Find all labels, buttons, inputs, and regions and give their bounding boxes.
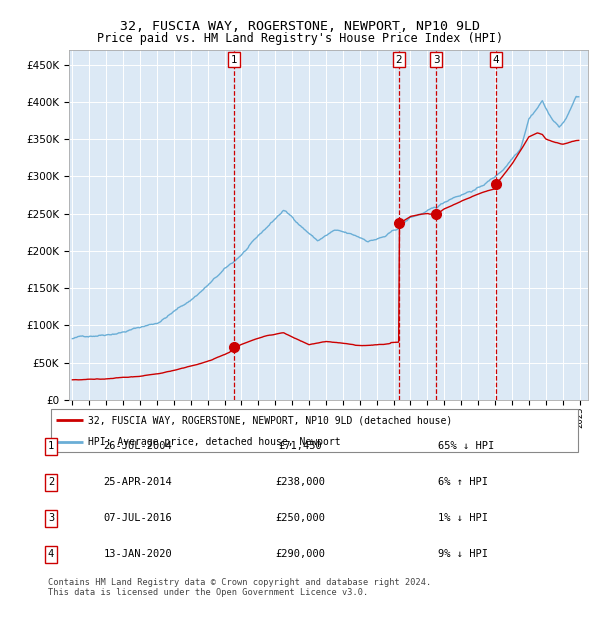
FancyBboxPatch shape [50, 409, 578, 453]
Text: HPI: Average price, detached house, Newport: HPI: Average price, detached house, Newp… [88, 437, 341, 447]
Text: Price paid vs. HM Land Registry's House Price Index (HPI): Price paid vs. HM Land Registry's House … [97, 32, 503, 45]
Text: 1% ↓ HPI: 1% ↓ HPI [438, 513, 488, 523]
Text: 4: 4 [48, 549, 54, 559]
Text: 1: 1 [231, 55, 238, 65]
Text: £71,450: £71,450 [278, 441, 322, 451]
Text: £290,000: £290,000 [275, 549, 325, 559]
Text: 13-JAN-2020: 13-JAN-2020 [104, 549, 172, 559]
Text: Contains HM Land Registry data © Crown copyright and database right 2024.
This d: Contains HM Land Registry data © Crown c… [48, 578, 431, 597]
Text: 2: 2 [395, 55, 403, 65]
Text: £238,000: £238,000 [275, 477, 325, 487]
Text: 25-APR-2014: 25-APR-2014 [104, 477, 172, 487]
Text: 32, FUSCIA WAY, ROGERSTONE, NEWPORT, NP10 9LD: 32, FUSCIA WAY, ROGERSTONE, NEWPORT, NP1… [120, 20, 480, 33]
Text: 2: 2 [48, 477, 54, 487]
Text: 9% ↓ HPI: 9% ↓ HPI [438, 549, 488, 559]
Text: 3: 3 [48, 513, 54, 523]
Text: £250,000: £250,000 [275, 513, 325, 523]
Text: 4: 4 [493, 55, 499, 65]
Text: 26-JUL-2004: 26-JUL-2004 [104, 441, 172, 451]
Text: 3: 3 [433, 55, 440, 65]
Text: 65% ↓ HPI: 65% ↓ HPI [438, 441, 494, 451]
Text: 1: 1 [48, 441, 54, 451]
Text: 6% ↑ HPI: 6% ↑ HPI [438, 477, 488, 487]
Text: 32, FUSCIA WAY, ROGERSTONE, NEWPORT, NP10 9LD (detached house): 32, FUSCIA WAY, ROGERSTONE, NEWPORT, NP1… [88, 415, 452, 425]
Text: 07-JUL-2016: 07-JUL-2016 [104, 513, 172, 523]
